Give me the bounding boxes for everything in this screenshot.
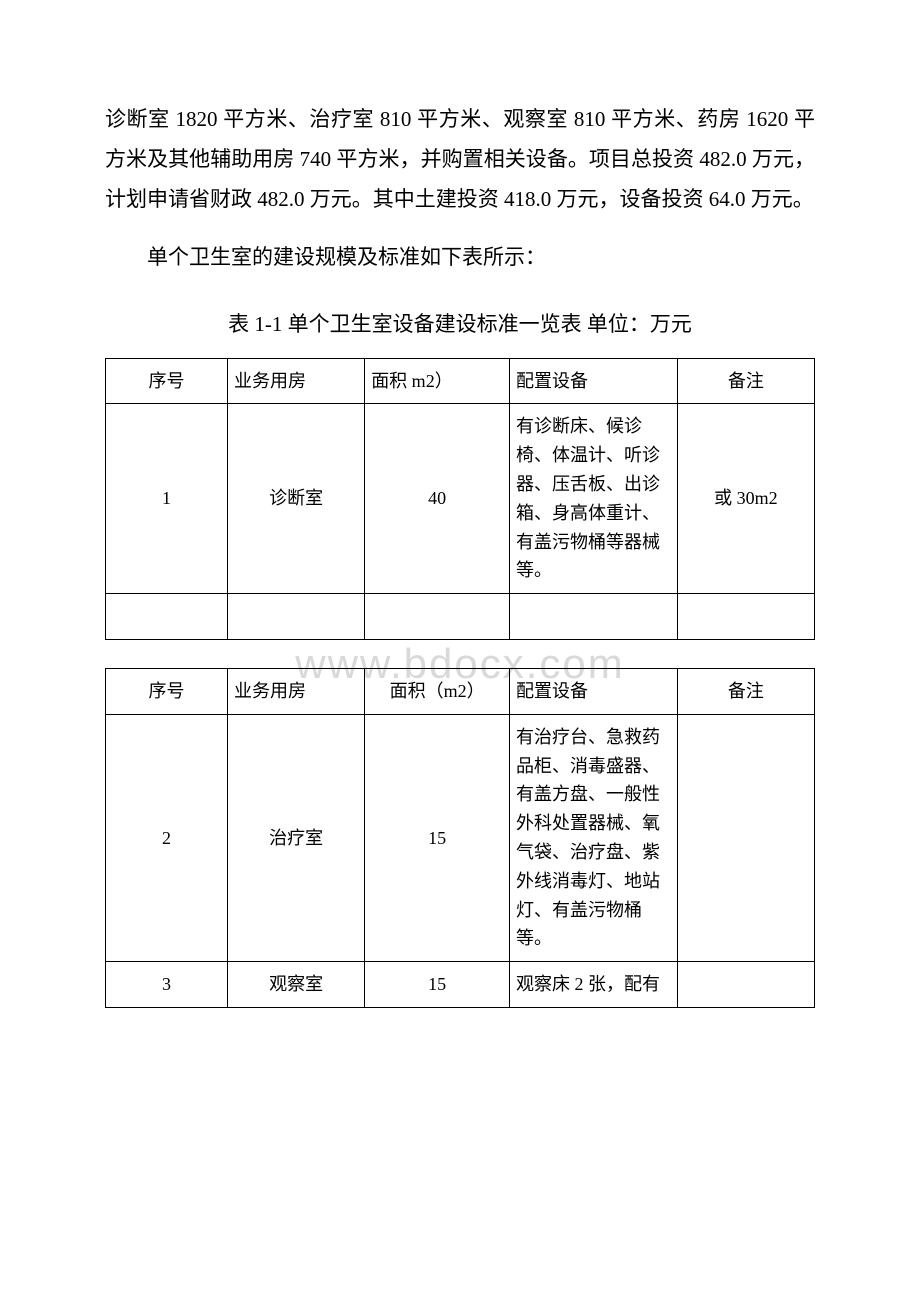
table-row: 3 观察室 15 观察床 2 张，配有 <box>106 962 815 1008</box>
cell <box>365 594 510 640</box>
header-cell: 面积（m2） <box>365 668 510 714</box>
table-row: 序号 业务用房 面积（m2） 配置设备 备注 <box>106 668 815 714</box>
cell: 有治疗台、急救药品柜、消毒盛器、有盖方盘、一般性外科处置器械、氧气袋、治疗盘、紫… <box>510 714 678 961</box>
header-cell: 业务用房 <box>227 668 364 714</box>
cell <box>677 594 814 640</box>
cell: 15 <box>365 962 510 1008</box>
cell: 40 <box>365 404 510 594</box>
cell: 有诊断床、候诊椅、体温计、听诊器、压舌板、出诊箱、身高体重计、有盖污物桶等器械等… <box>510 404 678 594</box>
cell: 1 <box>106 404 228 594</box>
intro-paragraph: 诊断室 1820 平方米、治疗室 810 平方米、观察室 810 平方米、药房 … <box>105 100 815 220</box>
cell: 15 <box>365 714 510 961</box>
cell <box>677 962 814 1008</box>
header-cell: 序号 <box>106 668 228 714</box>
sub-paragraph: 单个卫生室的建设规模及标准如下表所示： <box>105 238 815 278</box>
header-cell: 序号 <box>106 358 228 404</box>
table-2: 序号 业务用房 面积（m2） 配置设备 备注 2 治疗室 15 有治疗台、急救药… <box>105 668 815 1008</box>
header-cell: 配置设备 <box>510 358 678 404</box>
cell <box>510 594 678 640</box>
cell <box>227 594 364 640</box>
header-cell: 备注 <box>677 668 814 714</box>
table-title: 表 1-1 单个卫生室设备建设标准一览表 单位：万元 <box>105 308 815 338</box>
cell: 2 <box>106 714 228 961</box>
cell: 3 <box>106 962 228 1008</box>
table-1: 序号 业务用房 面积 m2） 配置设备 备注 1 诊断室 40 有诊断床、候诊椅… <box>105 358 815 640</box>
cell <box>106 594 228 640</box>
cell <box>677 714 814 961</box>
header-cell: 面积 m2） <box>365 358 510 404</box>
cell: 观察室 <box>227 962 364 1008</box>
table-row: 序号 业务用房 面积 m2） 配置设备 备注 <box>106 358 815 404</box>
table-row: 1 诊断室 40 有诊断床、候诊椅、体温计、听诊器、压舌板、出诊箱、身高体重计、… <box>106 404 815 594</box>
cell: 治疗室 <box>227 714 364 961</box>
header-cell: 备注 <box>677 358 814 404</box>
cell: 观察床 2 张，配有 <box>510 962 678 1008</box>
table-row <box>106 594 815 640</box>
cell: 或 30m2 <box>677 404 814 594</box>
document-content: 诊断室 1820 平方米、治疗室 810 平方米、观察室 810 平方米、药房 … <box>105 100 815 1008</box>
table-row: 2 治疗室 15 有治疗台、急救药品柜、消毒盛器、有盖方盘、一般性外科处置器械、… <box>106 714 815 961</box>
header-cell: 配置设备 <box>510 668 678 714</box>
header-cell: 业务用房 <box>227 358 364 404</box>
cell: 诊断室 <box>227 404 364 594</box>
